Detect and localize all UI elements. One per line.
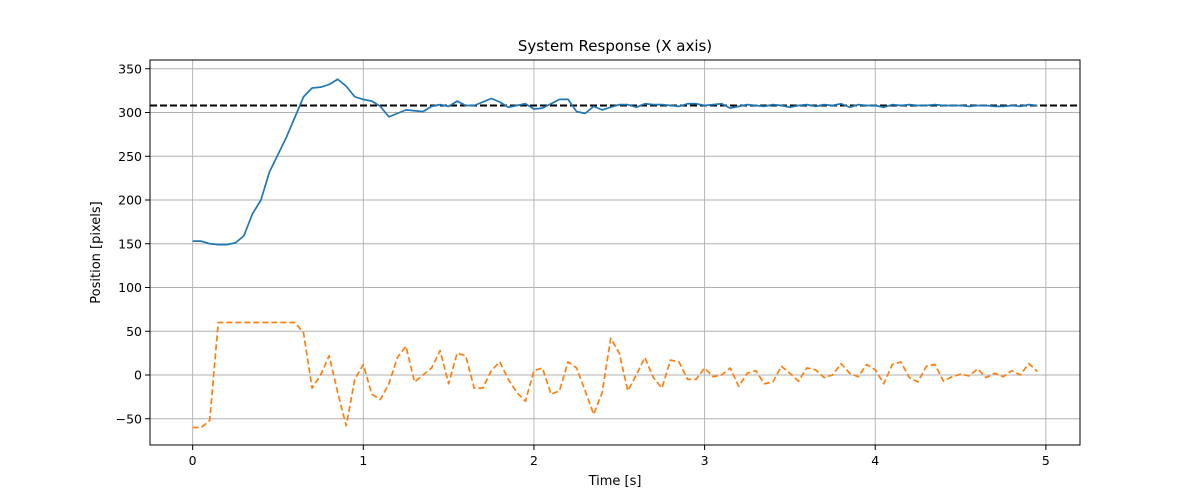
series-line-position: [192, 78, 1038, 246]
y-tick-label: 150: [118, 236, 142, 251]
x-tick-label: 1: [359, 453, 367, 468]
plot-frame: [149, 59, 1081, 446]
x-tick-label: 2: [530, 453, 538, 468]
series-layer: [192, 78, 1038, 429]
x-tick-label: 0: [189, 453, 197, 468]
x-tick-label: 4: [871, 453, 879, 468]
ticks: 0 1 2 3 4 5 −50 0 50 100 150 200 250 300 350: [116, 61, 1050, 468]
y-tick-label: 350: [118, 61, 142, 76]
y-tick-label: −50: [116, 411, 142, 426]
y-tick-label: 50: [126, 324, 142, 339]
y-tick-label: 300: [118, 105, 142, 120]
x-tick-label: 5: [1042, 453, 1050, 468]
grid: [150, 60, 1080, 445]
y-tick-label: 0: [134, 368, 142, 383]
x-axis-label: Time [s]: [588, 474, 642, 489]
chart-title: System Response (X axis): [518, 37, 712, 55]
y-tick-label: 200: [118, 193, 142, 208]
y-tick-label: 250: [118, 149, 142, 164]
x-tick-label: 3: [701, 453, 709, 468]
y-axis-label: Position [pixels]: [89, 201, 104, 303]
series-line-control: [192, 321, 1038, 429]
y-tick-label: 100: [118, 280, 142, 295]
